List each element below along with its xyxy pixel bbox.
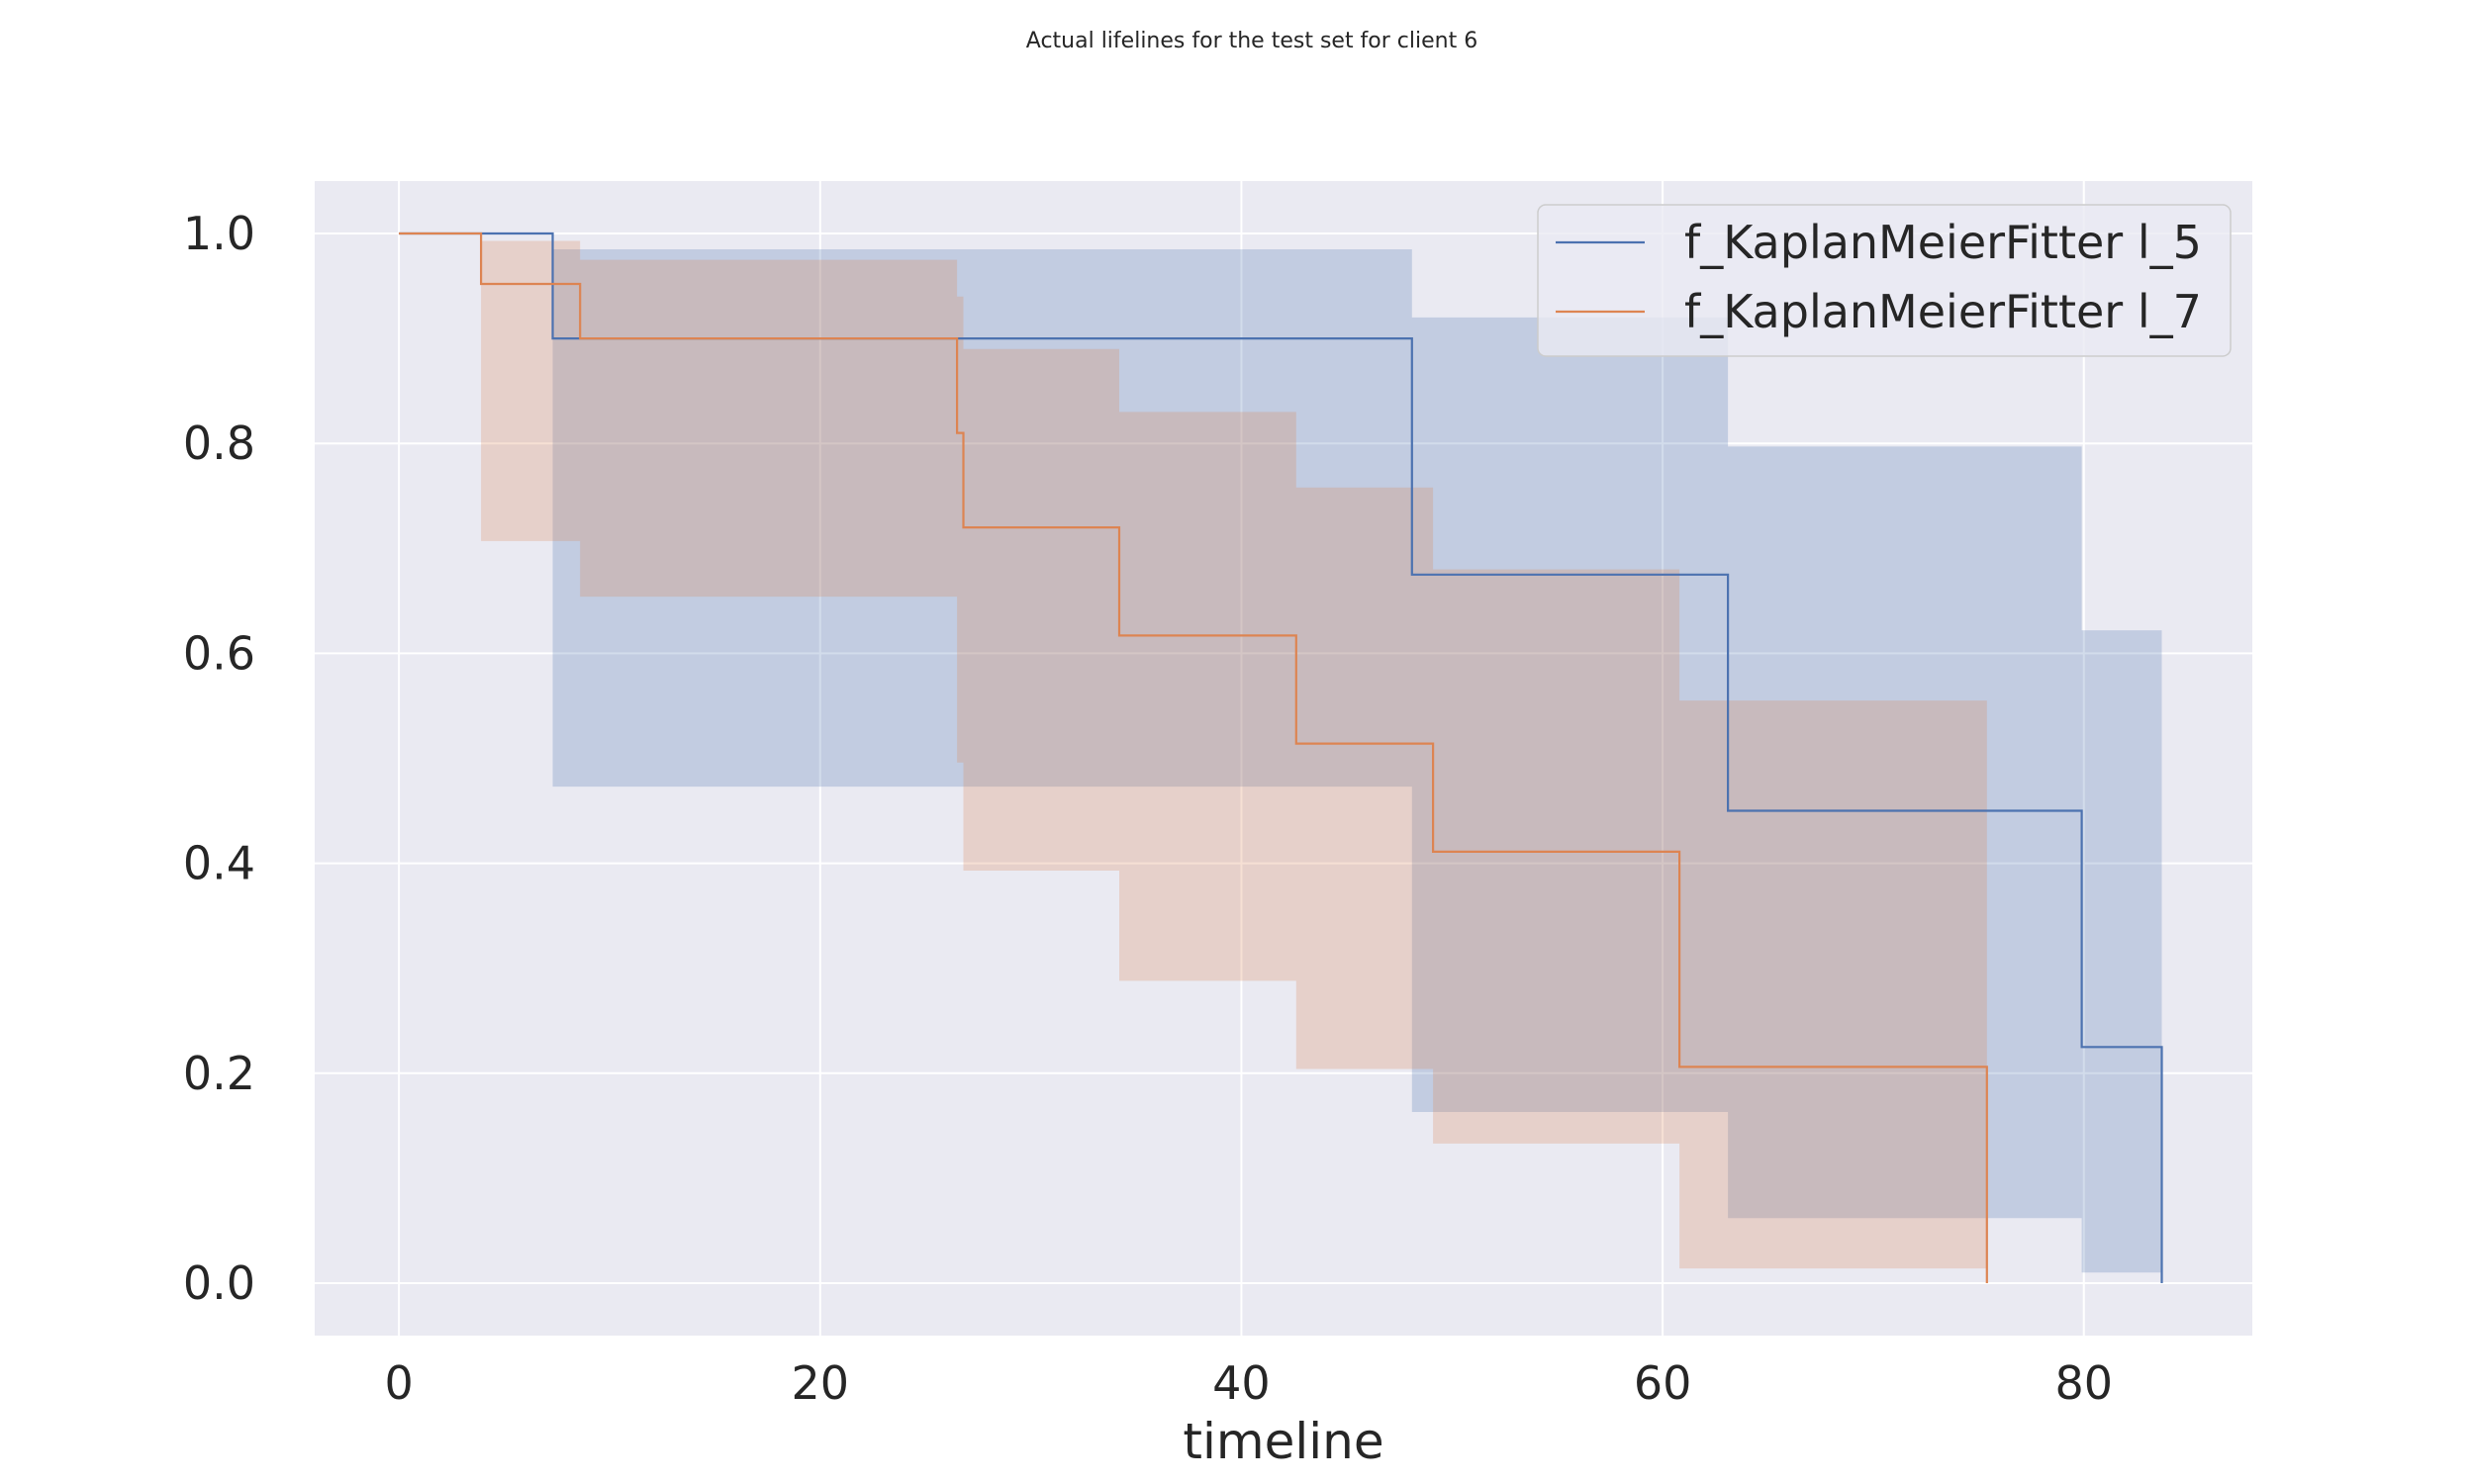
plot-area [315,181,2252,1336]
x-tick-label: 0 [384,1356,413,1410]
chart-title: Actual lifelines for the test set for cl… [1026,29,1477,53]
survival-line-series-1 [399,232,2163,1283]
x-tick-label: 40 [1212,1356,1271,1410]
legend-label: f_KaplanMeierFitter l_5 [1684,216,2202,269]
x-tick-label: 80 [2054,1356,2113,1410]
legend-box [1537,204,2232,357]
y-tick-label: 1.0 [183,207,255,260]
confidence-bands [399,233,2162,1273]
y-tick-label: 0.6 [183,626,255,680]
y-tick-label: 0.4 [183,837,255,890]
survival-lines [399,232,2163,1283]
tick-labels: 0 20 40 60 80 0.0 0.2 0.4 0.6 0.8 1.0 [183,207,2113,1410]
y-tick-label: 0.8 [183,417,255,470]
legend: f_KaplanMeierFitter l_5 f_KaplanMeierFitt… [1537,204,2232,357]
x-tick-label: 60 [1634,1356,1692,1410]
x-axis-title: timeline [1183,1413,1383,1470]
y-tick-label: 0.0 [183,1256,255,1310]
x-tick-label: 20 [792,1356,850,1410]
y-tick-label: 0.2 [183,1047,255,1100]
survival-line-series-2 [399,232,1988,1283]
legend-label: f_KaplanMeierFitter l_7 [1684,285,2202,338]
confidence-band-series-1 [399,233,2162,1273]
confidence-band-series-2 [399,233,1987,1269]
